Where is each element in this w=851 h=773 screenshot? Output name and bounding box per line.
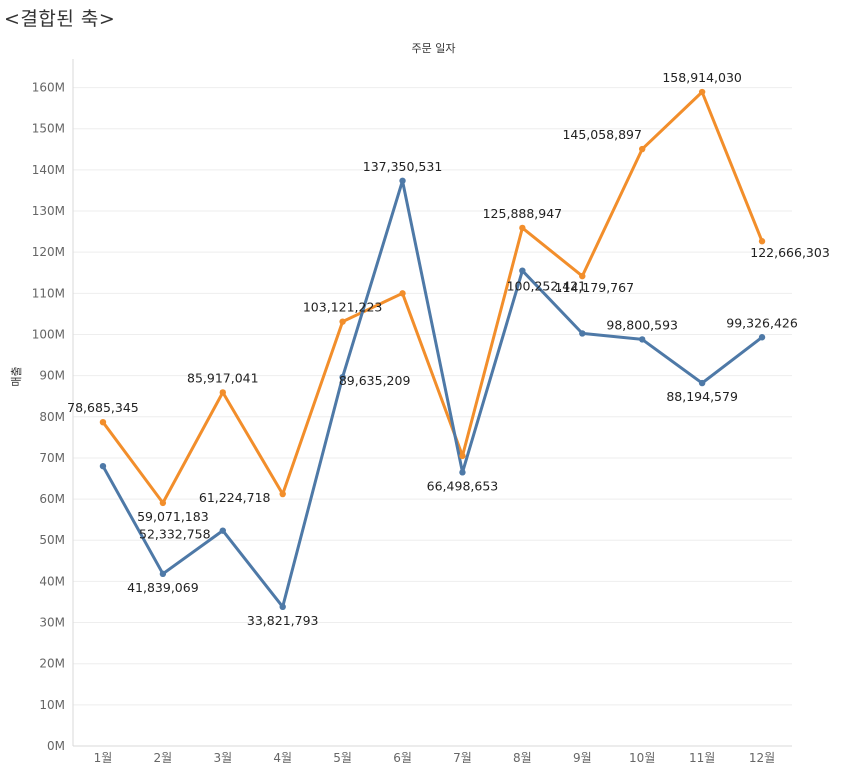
series-line-1 bbox=[101, 90, 764, 505]
y-tick-label: 20M bbox=[39, 657, 65, 671]
series-line-2 bbox=[101, 179, 763, 609]
column-header: 주문 일자 bbox=[412, 41, 456, 55]
data-point bbox=[219, 389, 226, 396]
data-point bbox=[758, 238, 766, 245]
y-tick-label: 10M bbox=[39, 698, 65, 712]
data-point bbox=[459, 469, 466, 476]
data-point bbox=[639, 145, 646, 153]
data-point bbox=[698, 88, 706, 96]
x-tick-label: 11월 bbox=[689, 751, 715, 765]
data-label: 85,917,041 bbox=[187, 370, 259, 385]
y-tick-label: 40M bbox=[39, 574, 65, 588]
data-label: 41,839,069 bbox=[127, 580, 199, 595]
y-tick-label: 160M bbox=[32, 81, 65, 95]
data-label: 122,666,303 bbox=[750, 245, 830, 260]
data-label: 88,194,579 bbox=[666, 389, 738, 404]
y-tick-label: 80M bbox=[39, 410, 65, 424]
x-tick-label: 1월 bbox=[94, 751, 113, 765]
y-tick-label: 90M bbox=[39, 369, 65, 383]
y-tick-label: 100M bbox=[32, 327, 65, 341]
data-point bbox=[279, 490, 286, 498]
data-point bbox=[519, 267, 526, 274]
data-label: 158,914,030 bbox=[662, 70, 742, 85]
x-tick-label: 5월 bbox=[333, 751, 352, 765]
y-tick-label: 120M bbox=[32, 245, 65, 259]
data-label: 61,224,718 bbox=[199, 490, 271, 505]
x-tick-label: 9월 bbox=[573, 751, 592, 765]
y-tick-label: 30M bbox=[39, 616, 65, 630]
y-tick-label: 140M bbox=[32, 163, 65, 177]
gridlines bbox=[73, 87, 792, 747]
x-tick-label: 2월 bbox=[154, 751, 173, 765]
x-tick-label: 7월 bbox=[453, 751, 472, 765]
data-point bbox=[99, 418, 107, 426]
data-label: 66,498,653 bbox=[427, 478, 499, 493]
y-axis-label: 매출 bbox=[10, 366, 23, 386]
y-tick-label: 50M bbox=[39, 533, 65, 547]
x-tick-label: 10월 bbox=[629, 751, 655, 765]
data-label: 114,179,767 bbox=[555, 280, 635, 295]
data-label: 98,800,593 bbox=[606, 317, 678, 332]
y-tick-label: 70M bbox=[39, 451, 65, 465]
data-label: 78,685,345 bbox=[67, 400, 139, 415]
data-point bbox=[698, 379, 706, 387]
y-tick-label: 130M bbox=[32, 204, 65, 218]
data-point bbox=[579, 272, 586, 280]
data-point bbox=[99, 462, 107, 470]
page-title: <결합된 축> bbox=[4, 8, 116, 30]
x-tick-label: 4월 bbox=[273, 751, 292, 765]
data-label: 145,058,897 bbox=[562, 127, 642, 142]
data-point bbox=[339, 318, 346, 325]
data-point bbox=[399, 177, 406, 184]
data-point bbox=[519, 224, 526, 232]
series-points bbox=[99, 88, 766, 611]
data-label: 125,888,947 bbox=[483, 206, 563, 221]
series-lines bbox=[101, 90, 764, 609]
data-point bbox=[579, 330, 586, 337]
y-tick-label: 150M bbox=[32, 122, 65, 136]
data-label: 100,252,421 bbox=[507, 279, 587, 294]
data-label: 99,326,426 bbox=[726, 315, 798, 330]
y-tick-label: 0M bbox=[47, 739, 65, 753]
x-tick-label: 6월 bbox=[393, 751, 412, 765]
data-label: 89,635,209 bbox=[339, 373, 411, 388]
data-label: 137,350,531 bbox=[363, 159, 443, 174]
y-tick-label: 60M bbox=[39, 492, 65, 506]
data-point bbox=[639, 336, 646, 343]
data-label: 103,121,223 bbox=[303, 300, 383, 315]
data-point bbox=[399, 290, 406, 297]
x-tick-label: 8월 bbox=[513, 751, 532, 765]
data-point bbox=[459, 452, 466, 460]
data-point bbox=[339, 373, 346, 381]
y-axis-ticks: 0M 10M 20M 30M 40M 50M 60M 70M 80M 90M 100M 110M 120… bbox=[32, 81, 65, 753]
data-point bbox=[159, 499, 167, 507]
data-point bbox=[758, 334, 766, 341]
y-tick-label: 110M bbox=[32, 286, 65, 300]
x-tick-label: 12월 bbox=[749, 751, 775, 765]
data-labels: 78,685,345 59,071,183 85,917,041 61,224,718… bbox=[67, 70, 830, 628]
x-tick-label: 3월 bbox=[213, 751, 232, 765]
data-point bbox=[159, 570, 167, 578]
data-label: 52,332,758 bbox=[139, 527, 211, 542]
x-axis-ticks: 1월 2월 3월 4월 5월 6월 7월 8월 9월 10월 11월 12월 bbox=[94, 751, 776, 765]
axes bbox=[72, 59, 792, 747]
data-label: 59,071,183 bbox=[137, 509, 209, 524]
data-point bbox=[279, 603, 286, 611]
data-point bbox=[219, 527, 226, 534]
data-label: 33,821,793 bbox=[247, 613, 319, 628]
